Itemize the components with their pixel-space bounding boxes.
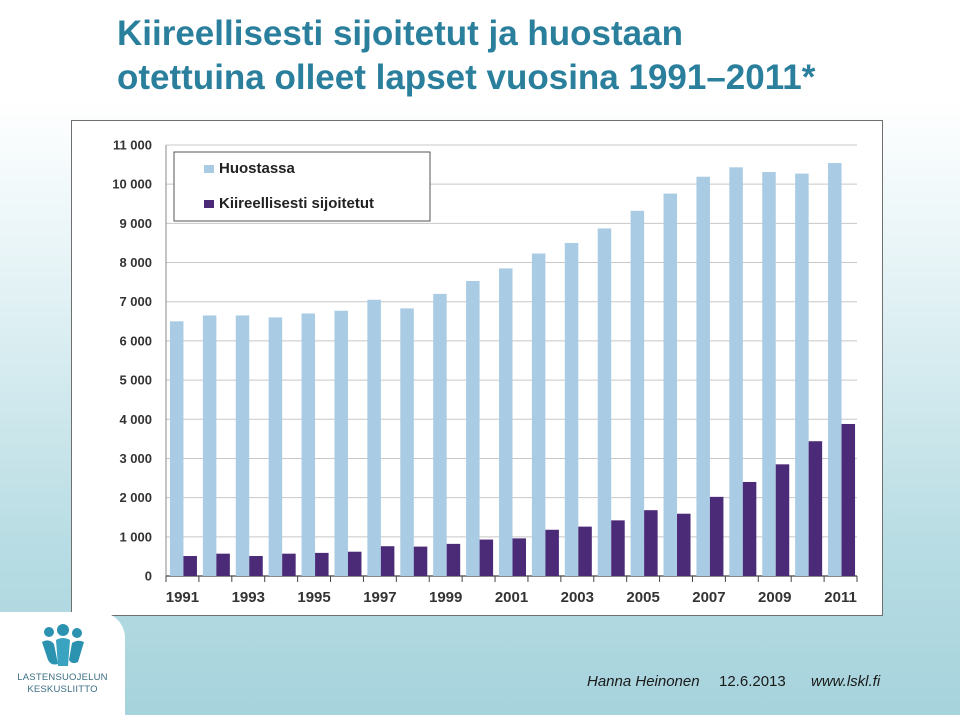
- bar-huostassa: [828, 163, 842, 577]
- y-tick-label: 1 000: [119, 529, 152, 544]
- bar-huostassa: [235, 315, 250, 576]
- bar-huostassa: [169, 321, 184, 576]
- bar-kiireellisesti: [380, 546, 395, 576]
- bar-kiireellisesti: [282, 553, 296, 576]
- bar-kiireellisesti: [413, 546, 428, 576]
- legend-swatch: [204, 165, 214, 173]
- bar-kiireellisesti: [479, 539, 494, 576]
- bar-kiireellisesti: [578, 526, 592, 576]
- bar-huostassa: [597, 228, 612, 576]
- bar-kiireellisesti: [249, 556, 263, 576]
- y-tick-label: 4 000: [119, 412, 152, 427]
- bar-huostassa: [762, 172, 776, 576]
- y-tick-label: 11 000: [113, 138, 152, 153]
- bar-kiireellisesti: [216, 553, 230, 576]
- bar-huostassa: [531, 253, 546, 576]
- bar-kiireellisesti: [446, 543, 461, 576]
- x-tick-label: 1995: [297, 589, 330, 606]
- y-tick-label: 0: [145, 569, 152, 584]
- slide-title-line1: Kiireellisesti sijoitetut ja huostaan: [117, 14, 683, 53]
- bar-huostassa: [334, 310, 348, 576]
- bar-huostassa: [367, 299, 381, 576]
- bar-huostassa: [696, 176, 710, 576]
- bar-kiireellisesti: [347, 551, 362, 576]
- legend: Huostassa Kiireellisesti sijoitetut: [173, 151, 431, 222]
- legend-box: [173, 151, 431, 222]
- bar-kiireellisesti: [545, 529, 559, 576]
- bar-huostassa: [202, 315, 217, 576]
- slide-title: Kiireellisesti sijoitetut ja huostaan ot…: [117, 12, 937, 100]
- y-tick-label: 5 000: [119, 373, 152, 388]
- y-tick-label: 7 000: [119, 294, 152, 309]
- x-tick-label: 2003: [561, 589, 594, 606]
- bar-huostassa: [433, 293, 447, 576]
- legend-label: Kiireellisesti sijoitetut: [219, 195, 374, 212]
- y-tick-label: 9 000: [119, 216, 152, 231]
- logo-text-line2: KESKUSLIITTO: [27, 684, 98, 695]
- x-tick-label: 2009: [758, 589, 791, 606]
- bar-huostassa: [729, 167, 743, 577]
- logo-panel: LASTENSUOJELUN KESKUSLIITTO: [0, 612, 125, 715]
- bar-huostassa: [795, 173, 809, 576]
- bar-kiireellisesti: [677, 513, 691, 576]
- x-tick-label: 1993: [232, 589, 265, 606]
- bar-kiireellisesti: [611, 520, 625, 576]
- y-tick-label: 3 000: [119, 451, 152, 466]
- x-tick-label: 1999: [429, 589, 462, 606]
- bar-chart: 0 1 000 2 000 3 000 4 000 5 000 6 000 7 000 8 00…: [112, 138, 858, 606]
- y-tick-label: 6 000: [119, 333, 152, 348]
- bar-huostassa: [268, 317, 283, 576]
- slide-title-line2: otettuina olleet lapset vuosina 1991–201…: [117, 58, 816, 97]
- x-tick-label: 2011: [824, 589, 857, 606]
- bar-kiireellisesti: [775, 464, 790, 576]
- x-tick-label: 2005: [626, 589, 659, 606]
- bar-kiireellisesti: [709, 496, 724, 576]
- legend-label: Huostassa: [219, 160, 296, 177]
- y-tick-label: 2 000: [119, 490, 152, 505]
- x-tick-label: 1991: [166, 589, 199, 606]
- bar-kiireellisesti: [808, 441, 823, 576]
- y-tick-label: 10 000: [112, 177, 152, 192]
- bar-kiireellisesti: [742, 481, 757, 576]
- bar-kiireellisesti: [644, 510, 658, 576]
- bar-kiireellisesti: [183, 556, 197, 576]
- bar-huostassa: [499, 268, 513, 576]
- logo-text-line1: LASTENSUOJELUN: [17, 672, 108, 683]
- bar-huostassa: [466, 280, 480, 576]
- legend-swatch: [204, 200, 214, 208]
- x-tick-label: 2001: [495, 589, 528, 606]
- footer-date: 12.6.2013: [719, 673, 786, 690]
- bar-huostassa: [400, 308, 414, 576]
- chart-frame: 0 1 000 2 000 3 000 4 000 5 000 6 000 7 000 8 00…: [71, 120, 883, 616]
- bar-kiireellisesti: [841, 423, 856, 576]
- footer-author: Hanna Heinonen: [587, 673, 700, 690]
- bar-huostassa: [564, 242, 579, 577]
- bar-huostassa: [301, 313, 316, 576]
- x-tick-label: 1997: [363, 589, 396, 606]
- bar-kiireellisesti: [512, 538, 526, 576]
- bar-huostassa: [630, 210, 645, 577]
- y-tick-label: 8 000: [119, 255, 152, 270]
- bar-kiireellisesti: [315, 552, 329, 576]
- bar-huostassa: [663, 193, 678, 576]
- footer-url[interactable]: www.lskl.fi: [811, 673, 881, 690]
- three-figures-logo-icon: [42, 624, 84, 666]
- x-tick-label: 2007: [692, 589, 725, 606]
